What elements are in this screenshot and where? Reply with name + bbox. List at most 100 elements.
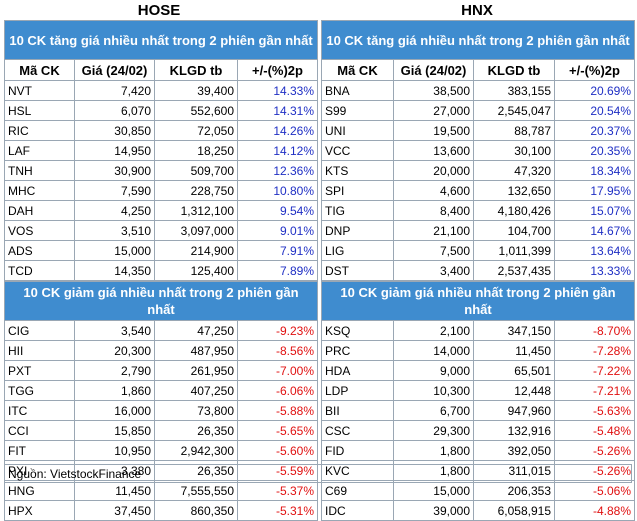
- price-cell: 2,100: [393, 320, 474, 341]
- price-cell: 20,300: [74, 340, 155, 361]
- table-row: NVT 7,420 39,400 14.33%: [4, 80, 319, 101]
- col-header-price: Giá (24/02): [393, 59, 474, 81]
- price-cell: 7,500: [393, 240, 474, 261]
- change-cell: 20.54%: [553, 100, 636, 121]
- stock-code: CSC: [321, 420, 394, 441]
- stock-code: BII: [321, 400, 394, 421]
- table-row: RIC 30,850 72,050 14.26%: [4, 120, 319, 141]
- volume-cell: 6,058,915: [473, 500, 555, 521]
- table-row: LDP 10,300 12,448 -7.21%: [321, 380, 635, 401]
- stock-code: FIT: [4, 440, 75, 461]
- price-cell: 15,000: [74, 240, 155, 261]
- stock-code: IDC: [321, 500, 394, 521]
- change-cell: 7.91%: [236, 240, 319, 261]
- table-row: HSL 6,070 552,600 14.31%: [4, 100, 319, 121]
- volume-cell: 30,100: [473, 140, 555, 161]
- table-row: KTS 20,000 47,320 18.34%: [321, 160, 636, 181]
- stock-code: TIG: [321, 200, 394, 221]
- volume-cell: 11,450: [473, 340, 555, 361]
- hose-panel: 10 CK tăng giá nhiều nhất trong 2 phiên …: [3, 20, 319, 521]
- stock-code: BNA: [321, 80, 394, 101]
- change-cell: -5.88%: [237, 400, 318, 421]
- hnx-losers-table: 10 CK giảm giá nhiều nhất trong 2 phiên …: [321, 281, 635, 521]
- price-cell: 19,500: [393, 120, 474, 141]
- table-row: SPI 4,600 132,650 17.95%: [321, 180, 636, 201]
- volume-cell: 552,600: [154, 100, 238, 121]
- col-header-volume: KLGD tb: [154, 59, 238, 81]
- hose-losers-title: 10 CK giảm giá nhiều nhất trong 2 phiên …: [4, 281, 318, 321]
- stock-code: VOS: [4, 220, 75, 241]
- table-row: BII 6,700 947,960 -5.63%: [321, 400, 635, 421]
- stock-code: RIC: [4, 120, 75, 141]
- volume-cell: 860,350: [154, 500, 238, 521]
- col-header-volume: KLGD tb: [473, 59, 555, 81]
- change-cell: -7.28%: [554, 340, 635, 361]
- stock-code: KSQ: [321, 320, 394, 341]
- change-cell: 10.80%: [236, 180, 319, 201]
- price-cell: 29,300: [393, 420, 474, 441]
- table-row: TIG 8,400 4,180,426 15.07%: [321, 200, 636, 221]
- table-row: DAH 4,250 1,312,100 9.54%: [4, 200, 319, 221]
- stock-code: DST: [321, 260, 394, 281]
- volume-cell: 407,250: [154, 380, 238, 401]
- stock-code: CIG: [4, 320, 75, 341]
- col-header-code: Mã CK: [321, 59, 394, 81]
- change-cell: -5.60%: [237, 440, 318, 461]
- col-header-change: +/-(%)2p: [553, 59, 636, 81]
- table-row: C69 15,000 206,353 -5.06%: [321, 480, 635, 501]
- price-cell: 30,850: [74, 120, 155, 141]
- price-cell: 14,950: [74, 140, 155, 161]
- change-cell: -6.06%: [237, 380, 318, 401]
- stock-code: S99: [321, 100, 394, 121]
- change-cell: 9.01%: [236, 220, 319, 241]
- hnx-gainers-title: 10 CK tăng giá nhiều nhất trong 2 phiên …: [320, 20, 636, 60]
- table-row: HDA 9,000 65,501 -7.22%: [321, 360, 635, 381]
- volume-cell: 47,250: [154, 320, 238, 341]
- volume-cell: 104,700: [473, 220, 555, 241]
- hose-gainers-title: 10 CK tăng giá nhiều nhất trong 2 phiên …: [3, 20, 319, 60]
- volume-cell: 261,950: [154, 360, 238, 381]
- stock-code: TNH: [4, 160, 75, 181]
- hnx-gainers-table: 10 CK tăng giá nhiều nhất trong 2 phiên …: [320, 20, 636, 281]
- stock-code: DAH: [4, 200, 75, 221]
- source-note: Nguồn: VietstockFinance: [4, 464, 632, 483]
- stock-code: VCC: [321, 140, 394, 161]
- volume-cell: 18,250: [154, 140, 238, 161]
- table-row: DNP 21,100 104,700 14.67%: [321, 220, 636, 241]
- hose-losers-table: 10 CK giảm giá nhiều nhất trong 2 phiên …: [4, 281, 318, 521]
- table-row: KSQ 2,100 347,150 -8.70%: [321, 320, 635, 341]
- hose-heading: HOSE: [137, 2, 181, 19]
- stock-code: LIG: [321, 240, 394, 261]
- stock-code: SPI: [321, 180, 394, 201]
- volume-cell: 4,180,426: [473, 200, 555, 221]
- change-cell: -7.21%: [554, 380, 635, 401]
- change-cell: 20.37%: [553, 120, 636, 141]
- volume-cell: 487,950: [154, 340, 238, 361]
- table-row: S99 27,000 2,545,047 20.54%: [321, 100, 636, 121]
- stock-code: ITC: [4, 400, 75, 421]
- change-cell: -5.06%: [554, 480, 635, 501]
- price-cell: 14,000: [393, 340, 474, 361]
- stock-code: HSL: [4, 100, 75, 121]
- change-cell: -9.23%: [237, 320, 318, 341]
- price-cell: 3,510: [74, 220, 155, 241]
- exchange-header: HOSE HNX: [0, 0, 637, 20]
- volume-cell: 1,011,399: [473, 240, 555, 261]
- stock-code: LAF: [4, 140, 75, 161]
- change-cell: -4.88%: [554, 500, 635, 521]
- col-header-change: +/-(%)2p: [236, 59, 319, 81]
- change-cell: -5.31%: [237, 500, 318, 521]
- price-cell: 37,450: [74, 500, 155, 521]
- change-cell: -5.65%: [237, 420, 318, 441]
- price-cell: 9,000: [393, 360, 474, 381]
- price-cell: 10,300: [393, 380, 474, 401]
- volume-cell: 47,320: [473, 160, 555, 181]
- stock-code: HDA: [321, 360, 394, 381]
- volume-cell: 72,050: [154, 120, 238, 141]
- table-row: IDC 39,000 6,058,915 -4.88%: [321, 500, 635, 521]
- volume-cell: 2,942,300: [154, 440, 238, 461]
- change-cell: 12.36%: [236, 160, 319, 181]
- volume-cell: 132,916: [473, 420, 555, 441]
- volume-cell: 2,545,047: [473, 100, 555, 121]
- table-row: FID 1,800 392,050 -5.26%: [321, 440, 635, 461]
